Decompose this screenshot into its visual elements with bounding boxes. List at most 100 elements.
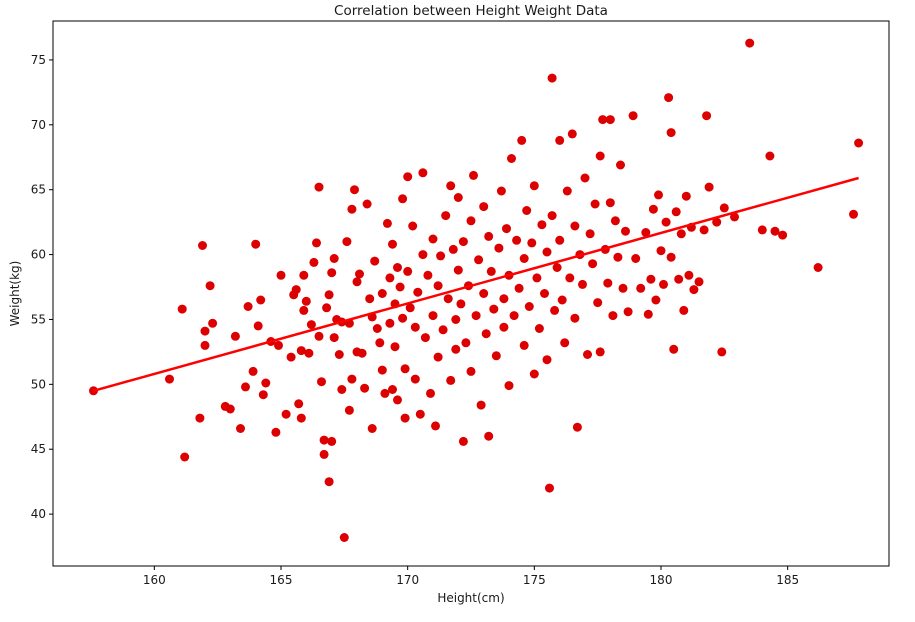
data-point [717,347,727,357]
data-point [656,246,666,256]
y-axis-ticks: 40 45 50 55 60 65 70 75 [31,53,53,521]
data-point [362,199,372,209]
data-point [603,278,613,288]
data-point [681,191,691,201]
data-point [291,285,301,295]
y-tick-label: 40 [31,507,46,521]
data-point [570,221,580,231]
data-point [431,421,440,431]
data-point [598,115,608,125]
data-point [532,273,542,283]
data-point [537,220,547,230]
data-point [334,350,344,359]
data-point [534,324,544,333]
data-point [643,309,653,319]
data-point [486,266,496,276]
data-point [522,206,532,215]
data-point [646,274,656,284]
data-point [208,318,218,328]
data-point [651,295,661,305]
data-point [261,378,271,388]
data-point [301,296,311,306]
data-point [423,270,433,280]
data-point [319,449,329,459]
data-point [618,283,628,293]
data-point [542,247,552,257]
data-point [205,281,215,291]
data-point [443,294,453,304]
data-point [458,436,468,446]
data-point [382,218,392,228]
data-point [198,241,207,250]
data-point [778,230,788,240]
data-point [502,224,511,234]
data-point [344,405,354,415]
data-point [565,273,575,283]
data-point [623,307,633,317]
data-point [410,374,420,384]
data-point [517,135,527,145]
data-point [519,254,529,263]
data-point [479,202,489,212]
y-tick-label: 50 [31,377,46,391]
data-point [474,255,484,265]
data-point [588,259,598,269]
data-point [608,311,618,321]
data-point [669,344,679,354]
data-point [694,277,704,287]
data-point [595,347,605,357]
x-tick-label: 160 [143,573,166,587]
data-point [380,388,390,398]
data-point [654,190,663,200]
data-point [540,289,549,298]
data-point [504,381,514,391]
y-axis-label: Weight(kg) [8,261,22,327]
x-axis-ticks: 160 165 170 175 180 185 [143,566,799,587]
data-point [253,321,263,331]
data-point [403,266,413,276]
data-point [499,322,509,332]
data-point [560,338,570,348]
data-point [342,237,352,247]
x-tick-label: 165 [270,573,293,587]
data-point [372,324,382,333]
data-point [519,340,529,350]
data-point [605,198,615,208]
data-point [347,374,357,384]
data-point [327,436,337,446]
data-point [595,151,605,161]
data-point [661,217,671,227]
data-point [327,268,337,278]
data-point [230,331,240,341]
data-point [418,168,428,178]
data-point [557,295,567,305]
data-point [524,302,534,311]
data-point [347,204,357,214]
data-point [377,289,387,298]
data-point [730,212,739,222]
data-point [854,138,864,148]
data-point [314,182,324,192]
data-point [426,388,435,398]
data-point [453,265,463,275]
data-point [456,299,466,309]
data-point [276,270,286,280]
data-point [702,111,712,121]
x-tick-label: 180 [650,573,673,587]
y-tick-label: 75 [31,53,46,67]
data-point [258,390,268,400]
data-point [274,340,283,350]
data-point [390,342,400,352]
data-point [451,344,461,354]
data-point [719,203,729,213]
data-point [545,483,554,493]
data-point [200,340,210,350]
data-point [441,211,451,221]
data-point [547,211,557,221]
data-point [357,348,367,358]
data-point [590,199,600,209]
data-point [294,399,304,409]
data-point [471,311,481,321]
